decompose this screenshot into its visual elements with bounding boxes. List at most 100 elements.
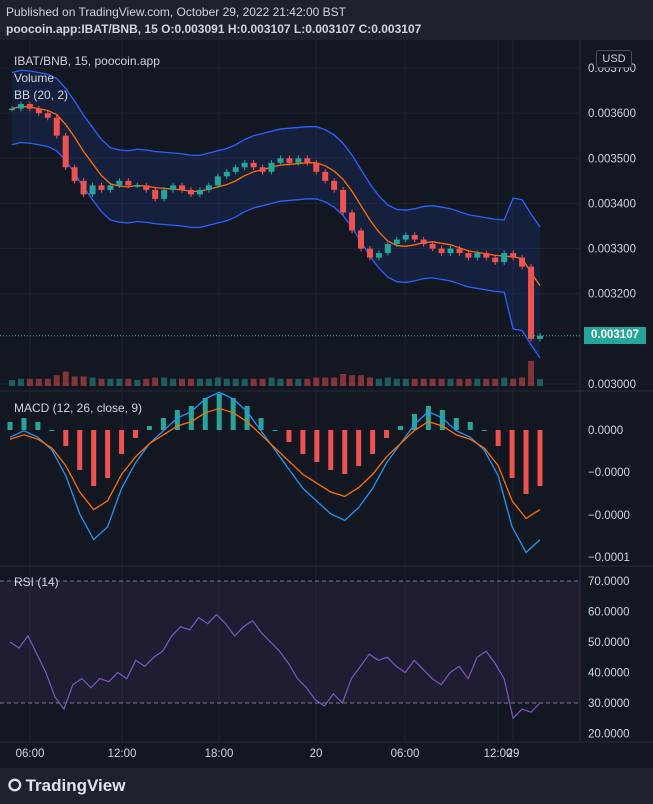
candle (402, 235, 409, 240)
rsi-legend[interactable]: RSI (14) (14, 575, 59, 589)
macd-hist-bar (272, 430, 278, 431)
macd-hist-bar (481, 430, 487, 431)
macd-hist-bar (328, 430, 334, 470)
signal-line (9, 407, 541, 520)
candle (501, 253, 508, 263)
candle (465, 253, 472, 258)
bb-band-fill (12, 70, 540, 358)
volume-bar (474, 378, 481, 386)
candle (89, 185, 96, 195)
candle (125, 180, 132, 186)
volume-bar (358, 375, 365, 386)
volume-bar (277, 378, 284, 386)
volume-bar (187, 378, 194, 386)
volume-bar (366, 377, 373, 386)
volume-bar (250, 378, 257, 386)
volume-bar (304, 378, 311, 386)
rsi-tick-label: 20.0000 (588, 729, 630, 741)
macd-tick-label: 0.0000 (588, 425, 623, 437)
bb-legend[interactable]: BB (20, 2) (14, 88, 69, 102)
candle (340, 189, 347, 213)
volume-bar (438, 378, 445, 386)
x-tick-label: 06:00 (16, 748, 45, 760)
macd-hist-bar (160, 418, 166, 430)
volume-bar (331, 377, 338, 386)
candle (304, 158, 311, 163)
brand-label: TradingView (25, 776, 126, 795)
macd-hist-bar (174, 410, 180, 430)
candle (71, 167, 78, 181)
candle (232, 167, 239, 172)
volume-bar (214, 377, 221, 386)
x-tick-label: 12:00 (108, 748, 137, 760)
macd-hist-bar (286, 430, 292, 442)
price-tick-label: 0.003600 (588, 108, 636, 120)
bb-lower-line (11, 141, 541, 359)
volume-bar (44, 378, 51, 386)
candle (366, 248, 373, 258)
candle (322, 171, 329, 181)
macd-hist-bar (425, 406, 431, 430)
macd-tick-label: −0.0000 (588, 510, 630, 522)
volume-bar (170, 378, 177, 386)
volume-bar (393, 378, 400, 386)
macd-hist-bar (342, 430, 348, 474)
tradingview-logo[interactable]: ⭘ TradingView (8, 776, 125, 796)
macd-hist-bar (467, 422, 473, 430)
rsi-tick-label: 60.0000 (588, 607, 630, 619)
volume-bar (26, 378, 33, 386)
volume-bar (322, 377, 329, 386)
currency-button[interactable]: USD (596, 50, 632, 68)
candle (429, 244, 436, 249)
volume-bar (125, 378, 132, 386)
candle (80, 180, 87, 195)
candle (170, 185, 177, 190)
volume-legend[interactable]: Volume (14, 71, 55, 85)
volume-bar (80, 376, 87, 386)
candle (44, 113, 51, 118)
footer-bar (0, 768, 653, 804)
candle (286, 158, 293, 163)
volume-bar (528, 360, 535, 386)
volume-bar (465, 378, 472, 386)
candle (268, 162, 275, 172)
candle (349, 212, 356, 231)
volume-bar (17, 378, 24, 386)
symbol-legend[interactable]: IBAT/BNB, 15, poocoin.app (14, 54, 160, 68)
candle (250, 162, 257, 168)
candle (62, 135, 69, 168)
candle (241, 162, 248, 168)
rsi-band-fill (0, 581, 580, 703)
macd-hist-bar (314, 430, 320, 462)
volume-bar (286, 378, 293, 386)
candle (519, 257, 526, 267)
macd-hist-bar (216, 394, 222, 430)
bb-upper-line (11, 69, 541, 228)
price-tick-label: 0.003000 (588, 379, 636, 391)
volume-bar (295, 378, 302, 386)
volume-bar (53, 375, 60, 386)
macd-hist-bar (384, 430, 390, 438)
macd-hist-bar (230, 398, 236, 430)
candle (98, 185, 105, 190)
macd-hist-bar (523, 430, 529, 494)
x-tick-label: 12:00 (484, 748, 513, 760)
candle (161, 189, 168, 199)
volume-bar (349, 375, 356, 386)
x-tick-label: 29 (507, 748, 520, 760)
macd-legend[interactable]: MACD (12, 26, close, 9) (14, 401, 143, 415)
chart-canvas[interactable]: 06:00 12:00 18:00 20 06:00 12:00290.0037000.0… (0, 0, 653, 768)
price-tick-label: 0.003500 (588, 153, 636, 165)
volume-bar (98, 378, 105, 386)
candle (143, 185, 150, 190)
candle (483, 253, 490, 258)
candle (420, 239, 427, 245)
volume-bar (259, 378, 266, 386)
volume-bar (89, 377, 96, 386)
x-tick-label: 18:00 (205, 748, 234, 760)
candle (456, 248, 463, 254)
volume-bar (501, 377, 508, 386)
candle (53, 117, 60, 136)
candle (152, 189, 159, 199)
macd-hist-bar (77, 430, 83, 470)
